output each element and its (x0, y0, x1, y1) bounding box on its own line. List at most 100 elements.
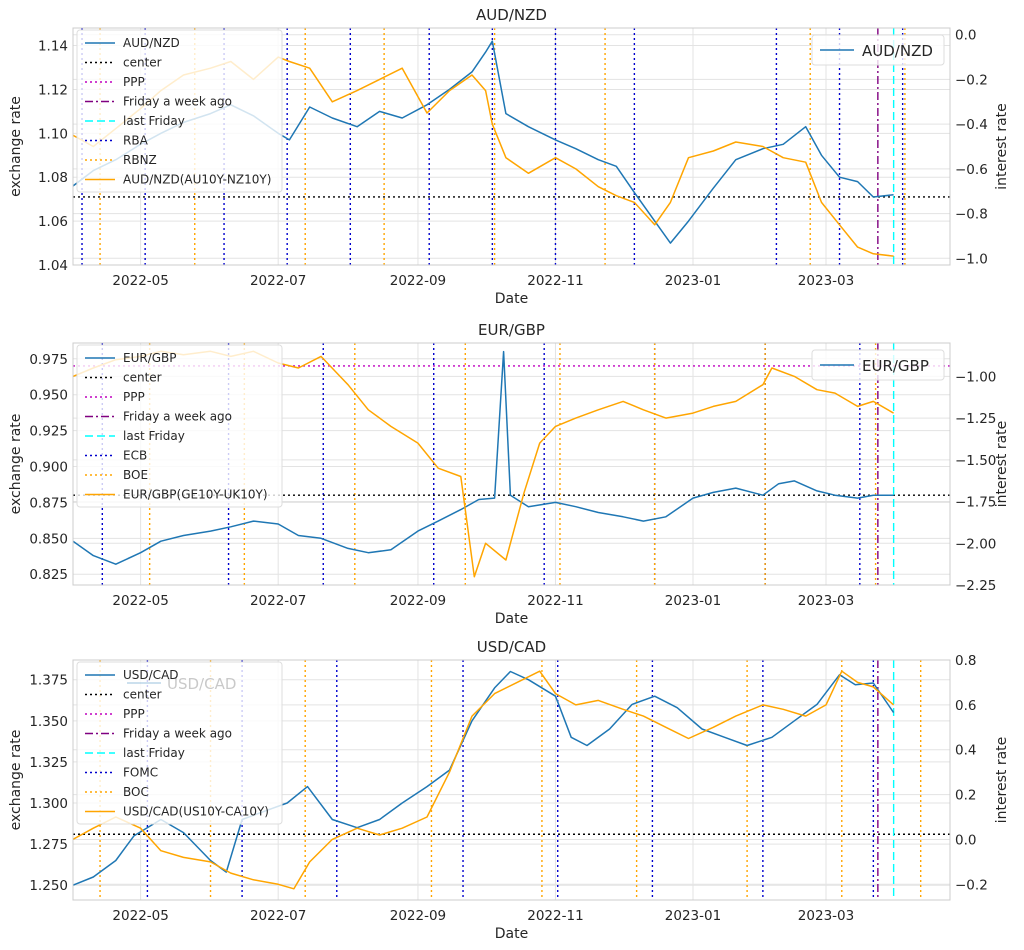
legend-secondary: AUD/NZD (811, 34, 945, 66)
x-tick-label: 2022-05 (112, 593, 168, 609)
x-tick-label: 2022-07 (250, 273, 306, 289)
x-tick-label: 2023-01 (665, 273, 721, 289)
legend-entry-label: RBNZ (123, 153, 157, 167)
legend-entry-label: last Friday (123, 114, 185, 128)
legend: EUR/GBP center PPP Friday a week ago last Fr… (76, 344, 283, 508)
subplot-1: AUD/NZD 2022-05 2022-07 2022-09 2022-11 2023-… (8, 6, 1010, 307)
y-tick-label: 0.925 (29, 424, 68, 440)
x-tick-label: 2022-09 (390, 593, 446, 609)
y2-tick-label: −0.4 (955, 117, 988, 133)
y2-tick-label: 0.6 (955, 698, 976, 714)
y-tick-label: 1.06 (38, 214, 68, 230)
legend-entry-label: PPP (123, 75, 145, 89)
y-tick-label: 1.275 (29, 837, 68, 853)
y-tick-label: 0.875 (29, 495, 68, 511)
y-tick-label: 1.325 (29, 755, 68, 771)
x-tick-label: 2022-09 (390, 273, 446, 289)
legend-entry-label: center (123, 56, 162, 70)
legend-entry-label: AUD/NZD (123, 36, 180, 50)
y2-axis-label: interest rate (994, 737, 1010, 824)
chart-title: EUR/GBP (478, 321, 545, 339)
y-tick-label: 0.900 (29, 460, 68, 476)
y2-tick-label: −0.6 (955, 162, 988, 178)
y2-tick-label: −0.8 (955, 207, 988, 223)
x-tick-label: 2022-11 (527, 908, 583, 924)
x-tick-label: 2022-07 (250, 593, 306, 609)
axes-frame (72, 659, 951, 901)
x-axis-label: Date (495, 926, 528, 942)
legend-box (76, 661, 283, 825)
legend-entry-label: USD/CAD(US10Y-CA10Y) (123, 805, 269, 819)
axes-frame (72, 342, 951, 586)
y2-tick-label: 0.0 (955, 28, 976, 44)
chart-title: AUD/NZD (476, 6, 547, 24)
y2-axis-label: interest rate (994, 103, 1010, 190)
y2-tick-label: −1.0 (955, 251, 988, 267)
legend-entry-label: EUR/GBP (123, 351, 177, 365)
axes-frame (72, 27, 951, 266)
legend: USD/CAD center PPP Friday a week ago last Fr… (76, 661, 283, 825)
x-tick-label: 2022-11 (527, 273, 583, 289)
y-tick-label: 1.04 (38, 258, 68, 274)
chart-title: USD/CAD (477, 638, 546, 656)
legend-entry-label: BOE (123, 468, 148, 482)
y-tick-label: 1.300 (29, 796, 68, 812)
y2-tick-label: −2.00 (955, 536, 996, 552)
subplot-2: EUR/GBP 2022-05 2022-07 2022-09 2022-11 2023-… (8, 321, 1010, 627)
y2-axis-label: interest rate (994, 421, 1010, 508)
x-tick-label: 2022-05 (112, 273, 168, 289)
y2-tick-label: −0.2 (955, 72, 988, 88)
x-tick-label: 2023-03 (798, 273, 854, 289)
y2-tick-label: −1.25 (955, 411, 996, 427)
y2-tick-label: −1.50 (955, 453, 996, 469)
y-tick-label: 1.08 (38, 170, 68, 186)
series-line-2 (73, 670, 895, 890)
y2-tick-label: 0.2 (955, 788, 976, 804)
legend-secondary: EUR/GBP (811, 349, 945, 381)
legend-entry-label: PPP (123, 707, 145, 721)
legend-entry-label: ECB (123, 449, 147, 463)
legend-box (76, 29, 283, 193)
y-tick-label: 1.375 (29, 673, 68, 689)
x-axis-label: Date (495, 611, 528, 627)
legend-entry-label: Friday a week ago (123, 95, 232, 109)
legend-secondary-label: USD/CAD (167, 675, 236, 693)
legend-entry-label: RBA (123, 134, 149, 148)
y2-tick-label: 0.0 (955, 832, 976, 848)
legend-entry-label: Friday a week ago (123, 410, 232, 424)
y2-tick-label: −1.00 (955, 369, 996, 385)
legend-entry-label: BOC (123, 785, 149, 799)
y-tick-label: 1.12 (38, 82, 68, 98)
x-tick-label: 2023-03 (798, 908, 854, 924)
legend-secondary-box (811, 34, 945, 66)
legend: AUD/NZD center PPP Friday a week ago last Fr… (76, 29, 283, 193)
y-tick-label: 0.850 (29, 531, 68, 547)
legend-entry-label: center (123, 688, 162, 702)
x-tick-label: 2022-07 (250, 908, 306, 924)
y-tick-label: 1.10 (38, 126, 68, 142)
legend-entry-label: USD/CAD (123, 668, 179, 682)
x-tick-label: 2022-09 (390, 908, 446, 924)
y-tick-label: 0.950 (29, 388, 68, 404)
y-axis-label: exchange rate (8, 730, 24, 831)
x-tick-label: 2023-01 (665, 593, 721, 609)
y2-tick-label: −1.75 (955, 495, 996, 511)
y2-tick-label: 0.4 (955, 743, 976, 759)
legend-entry-label: EUR/GBP(GE10Y-UK10Y) (123, 488, 268, 502)
subplot-3: USD/CAD 2022-05 2022-07 2022-09 2022-11 2023-… (8, 638, 1010, 942)
legend-entry-label: last Friday (123, 429, 185, 443)
y2-tick-label: 0.8 (955, 653, 976, 669)
legend-entry-label: center (123, 371, 162, 385)
y-tick-label: 0.825 (29, 567, 68, 583)
x-tick-label: 2022-05 (112, 908, 168, 924)
x-tick-label: 2023-03 (798, 593, 854, 609)
y2-tick-label: −2.25 (955, 578, 996, 594)
x-tick-label: 2022-11 (527, 593, 583, 609)
y-tick-label: 1.250 (29, 878, 68, 894)
legend-secondary-box (811, 349, 945, 381)
x-axis-label: Date (495, 291, 528, 307)
y-tick-label: 0.975 (29, 352, 68, 368)
legend-secondary-label: AUD/NZD (862, 42, 933, 60)
